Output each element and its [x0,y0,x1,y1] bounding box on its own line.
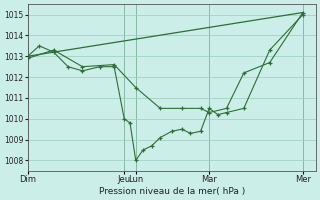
X-axis label: Pression niveau de la mer( hPa ): Pression niveau de la mer( hPa ) [99,187,245,196]
